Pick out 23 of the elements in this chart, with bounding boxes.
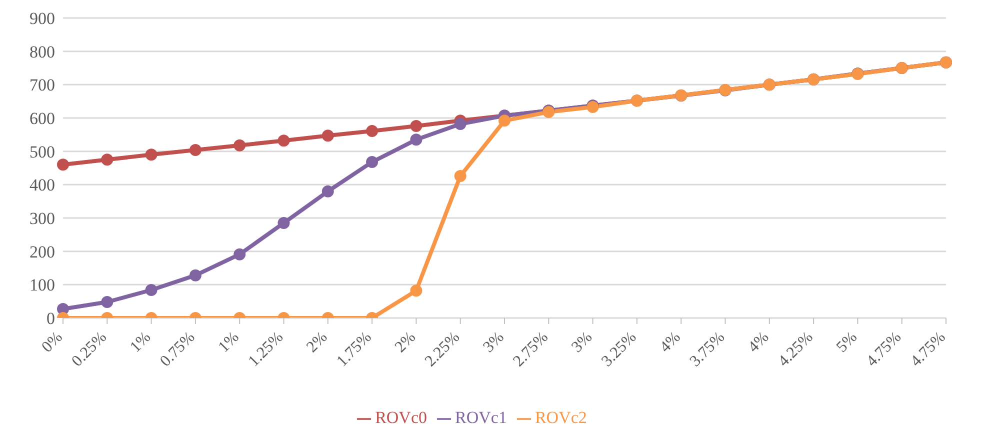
- x-tick-label: 5%: [833, 328, 861, 356]
- legend-label: ROVc0: [375, 408, 428, 427]
- x-tick-label: 0%: [38, 328, 66, 356]
- x-tick-label: 2%: [304, 328, 331, 356]
- x-tick-label: 1%: [215, 328, 242, 356]
- y-tick-label: 800: [30, 42, 55, 62]
- x-tick-label: 1%: [127, 328, 154, 356]
- y-tick-label: 600: [30, 109, 55, 128]
- y-tick-label: 700: [30, 76, 55, 95]
- x-tick-label: 4%: [656, 328, 684, 356]
- y-tick-label: 400: [30, 176, 55, 195]
- x-tick-label: 3%: [480, 328, 508, 356]
- x-tick-label: 4%: [745, 328, 772, 356]
- y-tick-label: 500: [30, 142, 55, 162]
- y-tick-label: 0: [46, 309, 55, 328]
- legend-label: ROVc1: [455, 408, 507, 427]
- x-tick-label: 3%: [568, 328, 596, 356]
- y-tick-label: 200: [30, 242, 55, 262]
- y-tick-label: 300: [30, 209, 55, 228]
- y-tick-label: 100: [30, 276, 55, 295]
- legend-label: ROVc2: [534, 408, 587, 427]
- x-tick-label: 2%: [392, 328, 420, 356]
- y-tick-label: 900: [30, 9, 55, 28]
